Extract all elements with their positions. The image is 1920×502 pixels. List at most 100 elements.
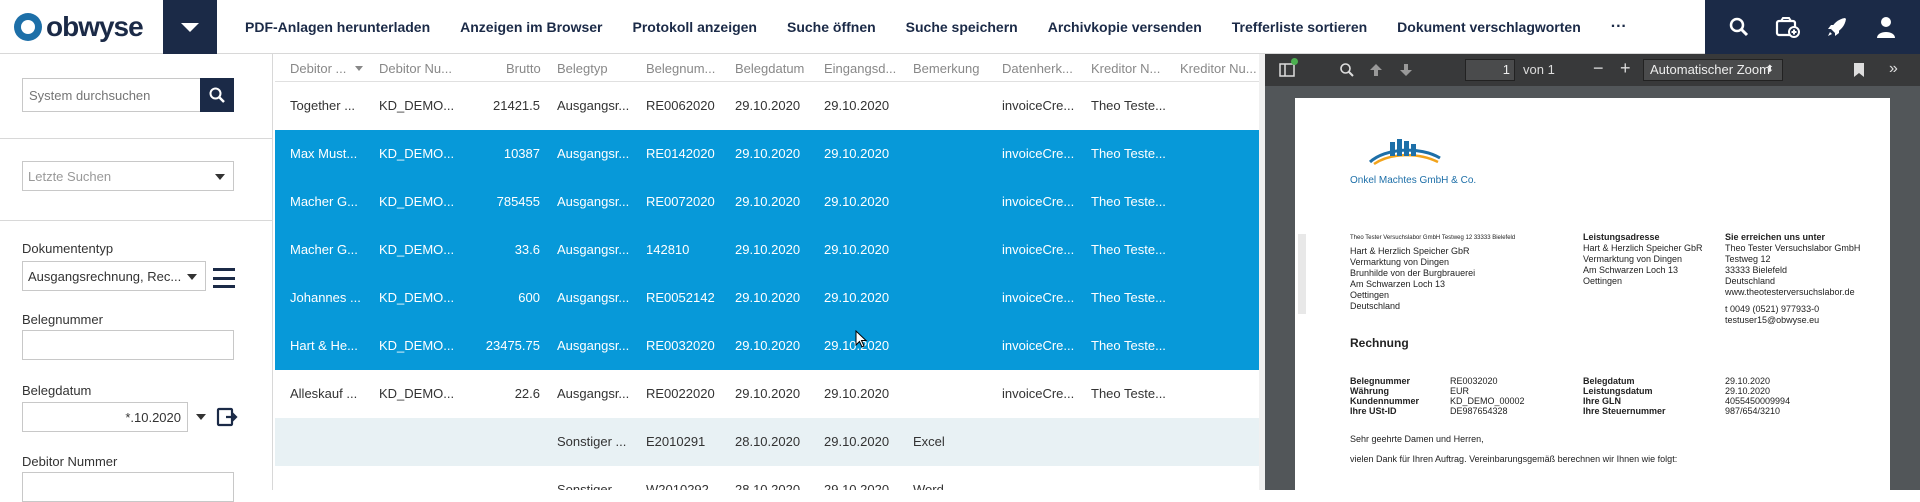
table-row[interactable]: Alleskauf ... KD_DEMO... 22.6 Ausgangsr... R… <box>275 370 1259 418</box>
col-header-belegtyp[interactable]: Belegtyp <box>557 61 608 76</box>
contact-line: Deutschland <box>1725 276 1776 286</box>
search-icon <box>209 87 225 103</box>
grid-scrollbar[interactable] <box>1259 54 1265 490</box>
col-header-kreditor-name[interactable]: Kreditor N... <box>1091 61 1161 76</box>
tools-expand-icon[interactable]: » <box>1889 60 1898 77</box>
field-label: Ihre USt-ID <box>1350 406 1397 416</box>
nav-send-archive-copy[interactable]: Archivkopie versenden <box>1047 19 1202 35</box>
belegdatum-label: Belegdatum <box>22 383 92 398</box>
date-range-icon[interactable] <box>216 406 238 428</box>
arrow-down-icon[interactable] <box>1399 62 1413 81</box>
arrow-up-icon[interactable] <box>1369 62 1383 81</box>
col-header-belegnummer[interactable]: Belegnum... <box>646 61 716 76</box>
service-address-line: Am Schwarzen Loch 13 <box>1583 265 1679 275</box>
col-header-eingangsdatum[interactable]: Eingangsd... <box>824 61 897 76</box>
sidebar-toggle-icon[interactable] <box>1279 62 1295 81</box>
main-menu-button[interactable] <box>163 0 217 54</box>
table-cell: E2010291 <box>646 434 706 449</box>
recent-searches-placeholder: Letzte Suchen <box>28 168 112 184</box>
notification-dot <box>1291 58 1298 65</box>
doctype-list-icon[interactable] <box>213 268 235 288</box>
field-label: Ihre GLN <box>1583 396 1622 406</box>
nav-pdf-download[interactable]: PDF-Anlagen herunterladen <box>245 19 431 35</box>
table-cell: 29.10.2020 <box>735 338 801 353</box>
belegdatum-operator-select[interactable] <box>188 402 210 432</box>
table-row[interactable]: Sonstiger ... W2010292 28.10.2020 29.10.202… <box>275 466 1259 490</box>
table-row[interactable]: Johannes ... KD_DEMO... 600 Ausgangsr... RE0… <box>275 274 1259 322</box>
nav-save-search[interactable]: Suche speichern <box>905 19 1018 35</box>
system-search-button[interactable] <box>200 78 234 112</box>
field-value: 29.10.2020 <box>1725 376 1771 386</box>
pdf-find-icon[interactable] <box>1339 62 1355 81</box>
table-cell: invoiceCre... <box>1002 290 1075 305</box>
bookmark-icon[interactable] <box>1853 62 1865 81</box>
table-cell: 22.6 <box>514 386 540 401</box>
table-row[interactable]: Macher G... KD_DEMO... 33.6 Ausgangsr... 142… <box>275 226 1259 274</box>
nav-open-search[interactable]: Suche öffnen <box>786 19 876 35</box>
col-header-datenherkunft[interactable]: Datenherk... <box>1002 61 1073 76</box>
table-cell: 29.10.2020 <box>824 338 890 353</box>
belegdatum-input[interactable]: *.10.2020 <box>22 402 188 432</box>
recent-searches-select[interactable]: Letzte Suchen <box>22 161 234 191</box>
table-cell: Ausgangsr... <box>557 194 630 209</box>
table-cell: RE0072020 <box>646 194 715 209</box>
results-grid: Debitor ... Debitor Nu... Brutto Belegty… <box>275 54 1259 490</box>
zoom-in-icon[interactable]: + <box>1620 58 1631 78</box>
table-row[interactable]: Sonstiger ... E2010291 28.10.2020 29.10.202… <box>275 418 1259 466</box>
service-address-title: Leistungsadresse <box>1583 232 1660 242</box>
field-label: Belegdatum <box>1583 376 1635 386</box>
table-cell: 29.10.2020 <box>735 290 801 305</box>
service-address-line: Hart & Herzlich Speicher GbR <box>1583 243 1703 253</box>
table-cell: Theo Teste... <box>1091 194 1166 209</box>
nav-more-button[interactable]: ··· <box>1610 18 1627 35</box>
table-cell: 28.10.2020 <box>735 434 801 449</box>
app-logo[interactable]: obwyse <box>0 0 163 54</box>
fields-right-labels: Belegdatum Leistungsdatum Ihre GLN Ihre … <box>1583 376 1666 416</box>
nav-tag-document[interactable]: Dokument verschlagworten <box>1397 19 1581 35</box>
pdf-viewer: 1 von 1 − + Automatischer Zoom ⬍ » Onkel… <box>1265 54 1920 498</box>
col-header-debitor[interactable]: Debitor ... <box>290 61 347 76</box>
table-cell: KD_DEMO... <box>379 338 455 353</box>
col-header-debitor-nummer[interactable]: Debitor Nu... <box>379 61 452 76</box>
col-header-brutto[interactable]: Brutto <box>506 61 541 76</box>
col-header-kreditor-nummer[interactable]: Kreditor Nu... <box>1180 61 1257 76</box>
table-cell: 29.10.2020 <box>824 482 890 490</box>
caret-down-icon <box>215 174 225 180</box>
col-header-bemerkung[interactable]: Bemerkung <box>913 61 980 76</box>
table-cell: invoiceCre... <box>1002 98 1075 113</box>
doctype-select[interactable]: Ausgangsrechnung, Rec... <box>22 261 206 291</box>
table-cell: 10387 <box>503 146 540 161</box>
zoom-select[interactable]: Automatischer Zoom ⬍ <box>1643 59 1783 81</box>
page-number-input[interactable]: 1 <box>1465 59 1515 81</box>
table-cell: 23475.75 <box>485 338 540 353</box>
chevron-down-icon <box>181 22 199 32</box>
sender-line: Theo Tester Versuchslabor GmbH Testweg 1… <box>1350 235 1516 241</box>
table-cell: 29.10.2020 <box>735 194 801 209</box>
contact-line: testuser15@obwyse.eu <box>1725 315 1820 325</box>
table-cell: Johannes ... <box>290 290 361 305</box>
belegnummer-input[interactable] <box>22 330 234 360</box>
recipient-address: Hart & Herzlich Speicher GbR Vermarktung… <box>1350 246 1475 312</box>
fields-right-values: 29.10.2020 29.10.2020 4055450009994 987/… <box>1725 376 1790 416</box>
debitor-nummer-input[interactable] <box>22 472 234 502</box>
table-cell: Ausgangsr... <box>557 338 630 353</box>
zoom-value: Automatischer Zoom <box>1650 62 1770 77</box>
zoom-out-icon[interactable]: − <box>1593 58 1604 78</box>
user-icon[interactable] <box>1872 13 1900 41</box>
debitor-nummer-label: Debitor Nummer <box>22 454 118 469</box>
table-row[interactable]: Macher G... KD_DEMO... 785455 Ausgangsr... R… <box>275 178 1259 226</box>
table-cell: RE0022020 <box>646 386 715 401</box>
page-count-label: von 1 <box>1523 62 1555 77</box>
table-row[interactable]: Max Must... KD_DEMO... 10387 Ausgangsr... RE… <box>275 130 1259 178</box>
nav-show-in-browser[interactable]: Anzeigen im Browser <box>460 19 603 35</box>
table-row[interactable]: Hart & He... KD_DEMO... 23475.75 Ausgangsr.… <box>275 322 1259 370</box>
rocket-icon[interactable] <box>1823 13 1851 41</box>
nav-show-protocol[interactable]: Protokoll anzeigen <box>632 19 757 35</box>
table-row[interactable]: Together ... KD_DEMO... 21421.5 Ausgangsr..… <box>275 82 1259 130</box>
nav-sort-results[interactable]: Trefferliste sortieren <box>1231 19 1368 35</box>
system-search-input[interactable] <box>23 79 199 111</box>
table-cell: Ausgangsr... <box>557 290 630 305</box>
col-header-belegdatum[interactable]: Belegdatum <box>735 61 805 76</box>
search-icon[interactable] <box>1725 13 1753 41</box>
add-document-icon[interactable] <box>1774 13 1802 41</box>
